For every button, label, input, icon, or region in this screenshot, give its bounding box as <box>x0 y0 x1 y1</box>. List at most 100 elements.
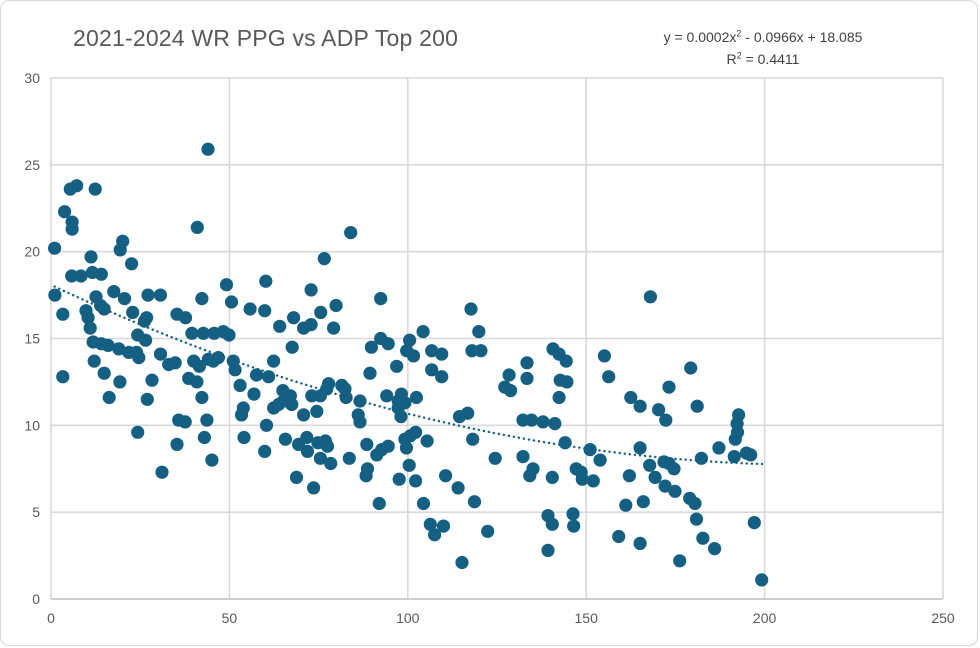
data-point[interactable] <box>425 363 439 377</box>
data-point[interactable] <box>633 441 647 455</box>
data-point[interactable] <box>65 269 79 283</box>
data-point[interactable] <box>455 555 469 570</box>
data-point[interactable] <box>643 290 658 304</box>
data-point[interactable] <box>597 349 612 363</box>
data-point[interactable] <box>472 325 486 339</box>
data-point[interactable] <box>74 269 88 283</box>
data-point[interactable] <box>392 472 406 486</box>
data-point[interactable] <box>320 382 334 396</box>
data-point[interactable] <box>423 517 437 531</box>
data-point[interactable] <box>233 378 247 392</box>
data-point[interactable] <box>267 401 281 415</box>
data-point[interactable] <box>690 399 704 413</box>
data-point[interactable] <box>744 448 758 462</box>
data-point[interactable] <box>420 434 434 448</box>
data-point[interactable] <box>228 363 242 377</box>
data-point[interactable] <box>317 252 331 266</box>
data-point[interactable] <box>481 524 495 538</box>
data-point[interactable] <box>140 392 154 406</box>
data-point[interactable] <box>56 370 70 384</box>
data-point[interactable] <box>747 516 761 530</box>
data-point[interactable] <box>374 292 388 306</box>
data-point[interactable] <box>65 222 79 236</box>
data-point[interactable] <box>48 288 62 302</box>
data-point[interactable] <box>435 370 449 384</box>
data-point[interactable] <box>662 380 676 394</box>
data-point[interactable] <box>101 338 115 352</box>
data-point[interactable] <box>153 288 168 302</box>
data-point[interactable] <box>197 430 211 445</box>
data-point[interactable] <box>708 542 722 556</box>
data-point[interactable] <box>520 356 534 370</box>
data-point[interactable] <box>102 390 116 405</box>
data-point[interactable] <box>372 496 386 511</box>
data-point[interactable] <box>113 243 127 257</box>
data-point[interactable] <box>558 436 572 450</box>
data-point[interactable] <box>409 474 423 488</box>
data-point[interactable] <box>278 432 292 446</box>
data-point[interactable] <box>190 220 204 234</box>
data-point[interactable] <box>222 328 236 342</box>
data-point[interactable] <box>81 311 95 325</box>
data-point[interactable] <box>536 415 550 429</box>
y-axis-tick-label[interactable]: 30 <box>24 70 40 86</box>
data-point[interactable] <box>658 479 672 493</box>
data-point[interactable] <box>273 319 287 333</box>
data-point[interactable] <box>178 311 193 325</box>
data-point[interactable] <box>467 495 482 509</box>
data-point[interactable] <box>259 274 273 288</box>
data-point[interactable] <box>320 439 335 453</box>
data-point[interactable] <box>125 257 139 271</box>
data-point[interactable] <box>696 531 710 545</box>
data-point[interactable] <box>689 512 704 526</box>
data-point[interactable] <box>344 226 358 240</box>
data-point[interactable] <box>566 507 580 521</box>
data-point[interactable] <box>314 305 328 319</box>
data-point[interactable] <box>97 366 111 380</box>
trendline-label[interactable]: y = 0.0002x2 - 0.0966x + 18.085 R2 = 0.4… <box>613 27 913 70</box>
data-point[interactable] <box>516 450 530 464</box>
data-point[interactable] <box>504 384 518 398</box>
data-point[interactable] <box>622 469 637 483</box>
data-point[interactable] <box>297 408 311 422</box>
data-point[interactable] <box>755 573 769 587</box>
data-point[interactable] <box>619 498 633 512</box>
data-point[interactable] <box>247 387 261 401</box>
data-point[interactable] <box>339 390 353 405</box>
data-point[interactable] <box>145 373 159 387</box>
data-point[interactable] <box>380 389 394 403</box>
data-point[interactable] <box>363 366 377 380</box>
chart-title[interactable]: 2021-2024 WR PPG vs ADP Top 200 <box>73 25 459 51</box>
data-point[interactable] <box>364 340 378 354</box>
data-point[interactable] <box>727 450 741 464</box>
data-point[interactable] <box>155 465 169 479</box>
data-point[interactable] <box>648 470 662 484</box>
x-axis-tick-label[interactable]: 0 <box>47 610 55 626</box>
data-point[interactable] <box>327 321 341 335</box>
data-point[interactable] <box>70 179 84 193</box>
data-point[interactable] <box>83 321 97 335</box>
data-point[interactable] <box>545 517 559 531</box>
data-point[interactable] <box>359 469 373 483</box>
data-point[interactable] <box>684 361 698 375</box>
data-point[interactable] <box>185 326 199 340</box>
data-point[interactable] <box>416 496 431 511</box>
data-point[interactable] <box>394 410 408 424</box>
data-point[interactable] <box>200 413 214 427</box>
data-point[interactable] <box>211 351 225 365</box>
data-point[interactable] <box>541 543 555 558</box>
y-axis-tick-label[interactable]: 0 <box>32 591 40 607</box>
data-point[interactable] <box>636 495 650 509</box>
data-point[interactable] <box>234 408 249 422</box>
data-point[interactable] <box>523 469 537 483</box>
data-point[interactable] <box>416 325 430 339</box>
data-point[interactable] <box>237 430 251 445</box>
data-point[interactable] <box>285 397 299 412</box>
x-axis-tick-label[interactable]: 100 <box>396 610 420 626</box>
data-point[interactable] <box>593 453 607 467</box>
data-point[interactable] <box>583 443 597 457</box>
data-point[interactable] <box>694 451 709 465</box>
data-point[interactable] <box>668 484 682 498</box>
data-point[interactable] <box>399 441 413 455</box>
